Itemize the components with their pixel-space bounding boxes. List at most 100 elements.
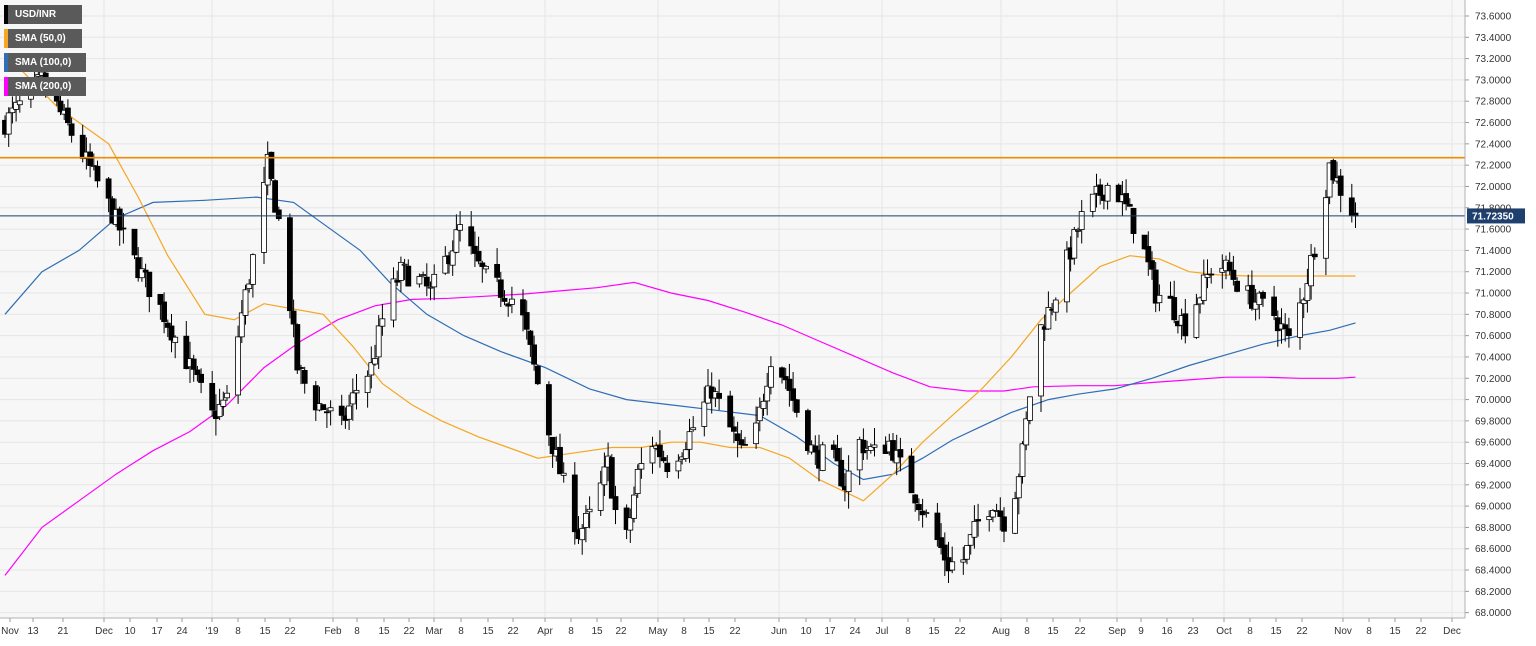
candle-body — [1071, 229, 1078, 259]
y-tick-label: 72.4000 — [1475, 139, 1512, 150]
candle-body — [416, 276, 423, 285]
x-tick-label: Apr — [537, 626, 553, 637]
candle-body — [105, 178, 112, 199]
candle-body — [9, 107, 16, 114]
x-tick-label: Aug — [992, 626, 1010, 637]
candle-body — [57, 100, 64, 113]
candle-body — [390, 278, 397, 321]
x-tick-label: 15 — [591, 626, 603, 637]
x-tick-label: 8 — [1366, 626, 1372, 637]
candle-body — [423, 276, 430, 287]
y-tick-label: 72.0000 — [1475, 182, 1512, 193]
candle-body — [131, 228, 138, 256]
candle-body — [286, 217, 293, 312]
legend-label: SMA (100,0) — [15, 57, 72, 68]
y-tick-label: 68.8000 — [1475, 523, 1512, 534]
candle-body — [1249, 284, 1255, 309]
candle-body — [1271, 296, 1277, 316]
candle-body — [238, 312, 245, 338]
x-tick-label: 22 — [1296, 626, 1308, 637]
candle-body — [923, 512, 930, 514]
y-tick-label: 69.6000 — [1475, 438, 1512, 449]
candle-body — [68, 123, 75, 136]
candle-body — [971, 521, 978, 538]
y-tick-label: 72.2000 — [1475, 161, 1512, 172]
candle-body — [235, 336, 242, 396]
candle-body — [338, 405, 345, 416]
x-tick-label: 15 — [1047, 626, 1059, 637]
candle-body — [1149, 260, 1155, 270]
candle-body — [856, 439, 863, 471]
candle-body — [560, 472, 567, 476]
candle-body — [1171, 297, 1178, 321]
candle-body — [1304, 283, 1311, 302]
candle-body — [1123, 193, 1129, 205]
candle-body — [949, 561, 956, 571]
candle-body — [220, 399, 227, 407]
candle-body — [1182, 313, 1189, 337]
x-tick-label: 8 — [354, 626, 360, 637]
candle-body — [701, 401, 708, 427]
candle-body — [194, 369, 201, 376]
candle-body — [457, 224, 464, 231]
candle-body — [716, 392, 722, 399]
candle-body — [501, 297, 508, 302]
candle-body — [172, 336, 179, 343]
candle-body — [468, 226, 475, 247]
x-tick-label: Mar — [425, 626, 443, 637]
candle-body — [183, 335, 190, 370]
candle-body — [601, 466, 608, 486]
candle-body — [612, 496, 619, 511]
candle-body — [401, 263, 408, 266]
candle-body — [557, 446, 563, 475]
candle-body — [660, 457, 667, 462]
candle-body — [727, 395, 734, 428]
x-tick-label: 24 — [849, 626, 861, 637]
candle-body — [198, 373, 205, 383]
candle-body — [734, 433, 741, 441]
plot-background — [0, 0, 1465, 618]
candle-body — [471, 245, 478, 254]
candle-body — [793, 399, 800, 413]
legend-swatch — [4, 77, 8, 96]
candle-body — [1104, 184, 1111, 202]
candle-body — [312, 385, 319, 411]
candle-body — [268, 151, 275, 179]
candle-body — [1045, 307, 1052, 330]
candle-body — [453, 229, 460, 253]
candle-body — [897, 449, 904, 458]
candle-layer — [2, 57, 1359, 584]
x-tick-label: 15 — [1270, 626, 1282, 637]
candle-body — [142, 269, 149, 273]
candle-body — [323, 411, 330, 414]
candle-body — [1348, 197, 1355, 216]
candle-body — [812, 445, 819, 453]
candle-body — [479, 262, 486, 267]
current-price-label: 71.72350 — [1472, 211, 1514, 222]
y-tick-label: 73.0000 — [1475, 75, 1512, 86]
candle-body — [475, 250, 482, 262]
candle-body — [272, 180, 279, 213]
candle-body — [1300, 299, 1307, 304]
candle-body — [690, 427, 697, 431]
x-tick-label: 15 — [703, 626, 715, 637]
candle-body — [1308, 255, 1314, 287]
candle-body — [790, 388, 796, 401]
candle-body — [397, 261, 404, 281]
candle-body — [1152, 269, 1159, 304]
y-tick-label: 70.0000 — [1475, 395, 1512, 406]
x-tick-label: 15 — [259, 626, 271, 637]
candle-body — [1012, 498, 1018, 534]
x-tick-label: 22 — [729, 626, 741, 637]
candle-body — [1126, 204, 1133, 207]
candle-body — [94, 165, 101, 182]
candle-body — [320, 404, 327, 410]
candle-body — [664, 462, 671, 472]
candle-body — [867, 446, 874, 451]
x-tick-label: 8 — [235, 626, 241, 637]
legend-item-sma100: SMA (100,0) — [4, 53, 86, 72]
candle-body — [1015, 476, 1022, 499]
sma-200-layer — [4, 281, 1356, 576]
candle-body — [760, 400, 767, 409]
candle-body — [520, 299, 526, 316]
